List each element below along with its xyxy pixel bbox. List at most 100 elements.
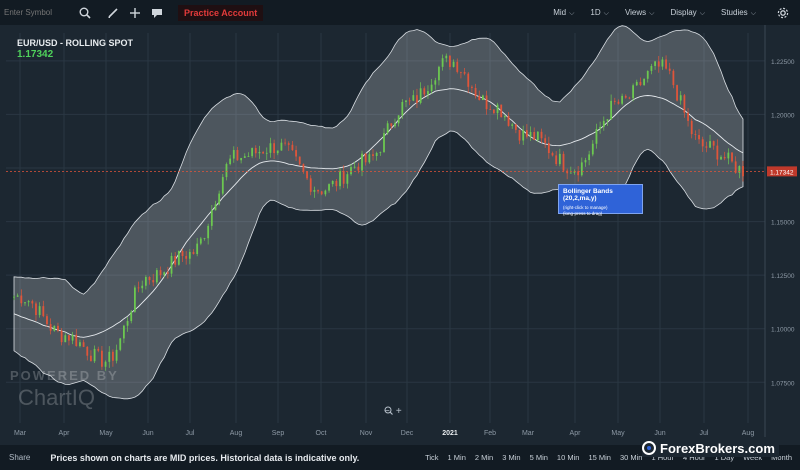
candle-body [646,70,649,79]
x-axis-tick-label: Nov [360,430,373,437]
candle [624,94,627,99]
candle-body [621,95,624,104]
candle-body [654,61,656,66]
menu-views[interactable]: Views ⌵ [624,7,655,17]
candle-body [408,100,411,102]
candle [712,140,715,150]
candle-body [346,174,349,184]
candle [471,85,473,93]
candle [687,108,689,127]
candle [49,318,52,335]
candle [628,96,631,100]
settings-gear-icon[interactable] [772,2,794,24]
top-toolbar: Practice Account Mid⌵ 1D⌵ Views⌵ Display… [0,0,800,25]
candle [492,109,495,115]
period-1-hour[interactable]: 1 Hour [651,453,674,462]
zoom-in-button[interactable]: + [395,406,402,417]
candle-body [639,81,642,86]
candle-body [64,335,67,343]
candle-body [269,143,272,153]
candle [679,91,682,105]
candle [482,94,484,101]
price-chart[interactable]: 1.225001.200001.175001.150001.125001.100… [0,25,800,445]
period-15-min[interactable]: 15 Min [588,453,611,462]
candle [536,131,539,143]
candle-body [71,334,74,341]
candle-body [49,324,52,331]
x-axis-tick-label: Jun [654,430,665,437]
candle [324,189,327,197]
candle-body [419,88,422,103]
draw-pencil-icon[interactable] [102,2,124,24]
x-axis-tick-label: Apr [59,430,71,437]
candle [86,346,89,361]
candle-body [13,296,15,298]
period-2-min[interactable]: 2 Min [474,453,494,462]
candle-body [38,306,41,316]
period-30-min[interactable]: 30 Min [619,453,643,462]
candle [372,149,374,161]
symbol-search-input[interactable] [4,8,74,17]
candle-body [210,210,213,226]
candle [390,123,393,130]
current-price-label: 1.17342 [770,169,794,176]
candle [251,147,254,159]
candle-body [313,190,316,192]
bollinger-bands-tooltip[interactable]: Bollinger Bands (20,2,ma,y) (right-click… [558,184,643,216]
share-button[interactable]: Share [9,453,31,462]
period-4-hour[interactable]: 4 Hour [682,453,706,462]
chart-canvas[interactable]: 1.225001.200001.175001.150001.125001.100… [0,25,800,445]
menu-price-type[interactable]: Mid ⌵ [553,7,575,17]
menu-studies[interactable]: Studies ⌵ [721,7,756,17]
candle [661,56,664,70]
candle-body [20,295,23,304]
candle-body [449,55,451,67]
candle-body [723,156,726,159]
search-icon[interactable] [74,2,96,24]
candle-body [705,146,708,148]
candle-body [302,164,305,172]
x-axis-tick-label: Jul [186,430,195,437]
candle-body [727,152,730,159]
period-5-min[interactable]: 5 Min [529,453,548,462]
chat-comment-icon[interactable] [146,2,168,24]
candle [518,129,521,145]
period-month[interactable]: Month [771,453,792,462]
candle [258,145,261,159]
candle [672,69,675,89]
period-tick[interactable]: Tick [425,453,439,462]
candle [643,78,645,87]
candle [46,313,48,327]
candle [584,157,587,167]
add-comparison-icon[interactable] [124,2,146,24]
candle-body [709,141,711,148]
candle-body [295,150,297,157]
candle [701,136,704,152]
zoom-out-button[interactable]: − [384,406,390,417]
candle [405,100,407,108]
candle-body [331,180,334,185]
candle-body [177,250,180,265]
candle-body [489,109,492,110]
candle-body [31,301,34,304]
candle-body [525,130,528,137]
practice-account-badge[interactable]: Practice Account [178,4,264,21]
menu-periodicity[interactable]: 1D ⌵ [590,7,609,17]
period-week[interactable]: Week [743,453,763,462]
period-1-day[interactable]: 1 Day [714,453,735,462]
menu-display[interactable]: Display ⌵ [670,7,705,17]
candle-body [394,123,396,127]
candle-body [170,255,173,274]
x-axis-tick-label: Apr [570,430,582,437]
candle-body [485,95,488,110]
candle [342,165,345,189]
x-axis-tick-label: Oct [316,430,327,437]
candle-body [130,311,133,322]
candle-body [35,303,37,316]
chevron-down-icon: ⌵ [649,9,655,17]
period-10-min[interactable]: 10 Min [556,453,580,462]
candle-body [628,97,631,99]
candle-body [82,342,85,347]
period-1-min[interactable]: 1 Min [447,453,466,462]
period-3-min[interactable]: 3 Min [502,453,521,462]
